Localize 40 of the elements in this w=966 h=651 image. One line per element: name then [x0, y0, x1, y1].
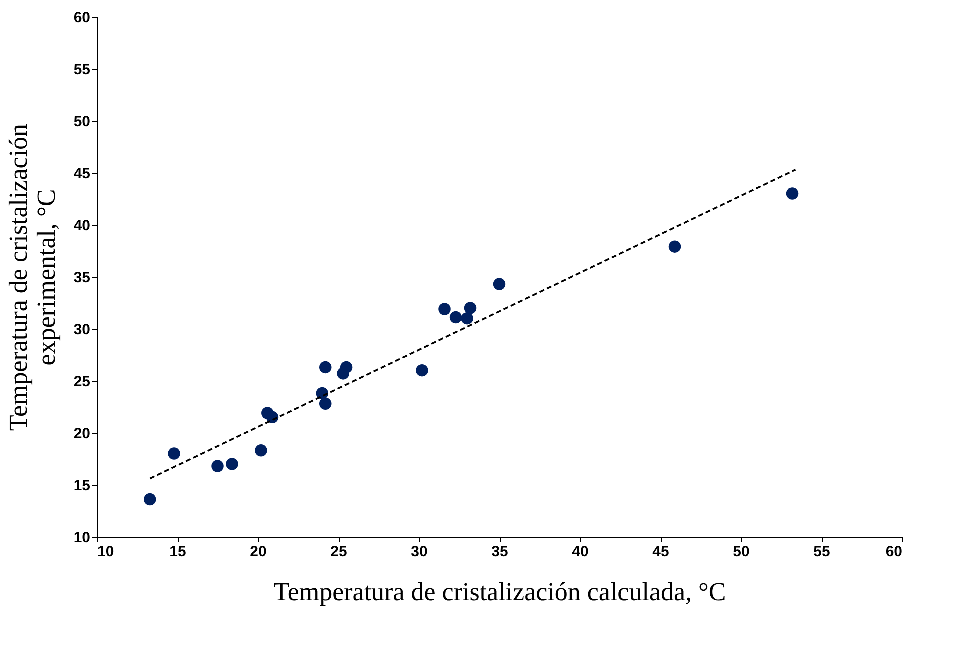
- x-tick-label: 30: [411, 544, 428, 560]
- y-tick-label: 50: [74, 114, 90, 130]
- point: [450, 311, 462, 324]
- x-axis-title: Temperatura de cristalización calculada, °C: [274, 578, 726, 606]
- x-tick-label: 25: [330, 544, 348, 560]
- point: [255, 444, 268, 457]
- point: [340, 361, 353, 374]
- point: [168, 448, 180, 460]
- x-tick-label: 60: [886, 544, 902, 560]
- x-tick-label: 55: [814, 544, 830, 560]
- point: [461, 312, 474, 325]
- y-tick-label: 25: [74, 374, 90, 390]
- point: [668, 240, 682, 253]
- point: [493, 278, 506, 290]
- x-tick-label: 50: [733, 544, 750, 560]
- point: [464, 302, 477, 314]
- x-tick-label: 10: [98, 544, 114, 560]
- point: [144, 493, 156, 506]
- y-tick-label: 15: [74, 478, 90, 494]
- point: [416, 364, 428, 377]
- y-axis-title: Temperatura de cristalización experimental, °C: [4, 124, 61, 432]
- point: [438, 303, 451, 316]
- x-tick-label: 15: [170, 544, 186, 560]
- point: [319, 361, 332, 374]
- y-tick-label: 35: [74, 270, 90, 286]
- point: [212, 460, 224, 472]
- y-tick-label: 30: [74, 322, 90, 338]
- point: [226, 458, 238, 470]
- x-tick-label: 45: [652, 544, 670, 560]
- y-tick-label: 55: [74, 62, 90, 78]
- y-tick-label: 45: [74, 166, 90, 182]
- x-tick-label: 35: [492, 544, 508, 560]
- y-tick-label: 20: [74, 426, 90, 442]
- x-tick-label: 20: [250, 544, 267, 560]
- x-tick-label: 40: [572, 544, 589, 560]
- y-tick-label: 40: [74, 218, 90, 234]
- point: [319, 398, 332, 410]
- point: [786, 188, 799, 200]
- y-tick-label: 10: [74, 530, 90, 546]
- y-tick-label: 60: [74, 10, 90, 26]
